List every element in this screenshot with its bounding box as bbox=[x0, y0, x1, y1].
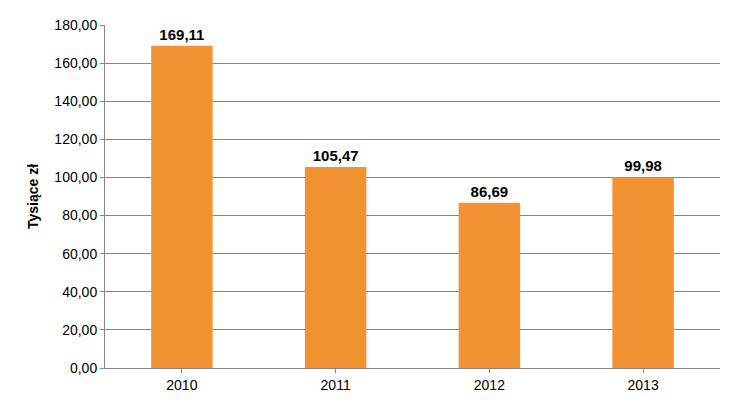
svg-text:2010: 2010 bbox=[166, 377, 197, 393]
svg-text:140,00: 140,00 bbox=[54, 93, 97, 109]
svg-text:86,69: 86,69 bbox=[471, 183, 509, 200]
svg-text:0,00: 0,00 bbox=[70, 360, 97, 376]
svg-text:Tysiące zł: Tysiące zł bbox=[25, 164, 41, 229]
svg-text:20,00: 20,00 bbox=[62, 322, 97, 338]
svg-text:100,00: 100,00 bbox=[54, 169, 97, 185]
svg-text:60,00: 60,00 bbox=[62, 246, 97, 262]
svg-text:2011: 2011 bbox=[321, 377, 351, 393]
svg-text:2013: 2013 bbox=[628, 377, 659, 393]
svg-text:80,00: 80,00 bbox=[62, 207, 97, 223]
svg-text:180,00: 180,00 bbox=[54, 17, 97, 33]
svg-text:99,98: 99,98 bbox=[624, 157, 662, 174]
svg-text:2012: 2012 bbox=[474, 377, 505, 393]
svg-text:120,00: 120,00 bbox=[54, 131, 97, 147]
svg-text:169,11: 169,11 bbox=[159, 26, 204, 43]
svg-text:160,00: 160,00 bbox=[54, 55, 97, 71]
svg-text:105,47: 105,47 bbox=[313, 147, 359, 164]
svg-text:40,00: 40,00 bbox=[62, 284, 97, 300]
